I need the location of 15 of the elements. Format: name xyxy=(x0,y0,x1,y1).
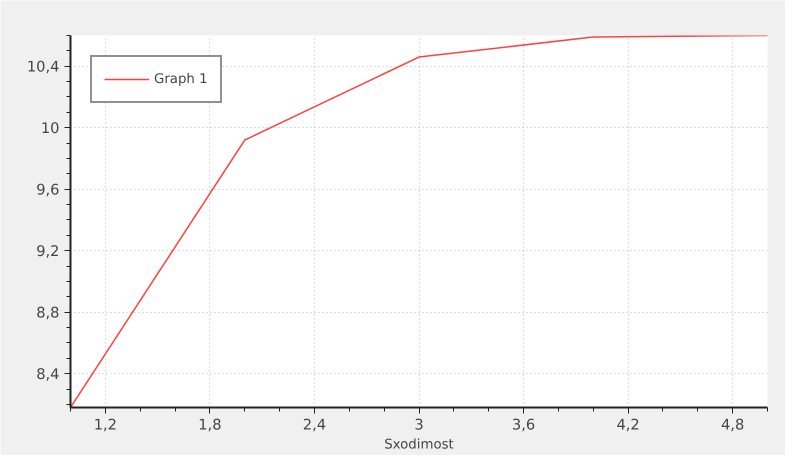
y-tick-label: 9,6 xyxy=(36,182,60,199)
x-tick-label: 1,8 xyxy=(198,416,222,434)
y-tick-label: 10,4 xyxy=(26,58,60,76)
x-axis-title: Sxodimost xyxy=(384,438,454,452)
x-tick-label: 3 xyxy=(414,416,424,434)
x-tick-label: 1,2 xyxy=(94,416,118,434)
y-tick-label: 8,8 xyxy=(36,304,60,322)
y-tick-label: 10 xyxy=(40,120,60,138)
y-tick-label: 9,2 xyxy=(36,243,60,260)
x-tick-label: 3,6 xyxy=(512,416,536,434)
x-tick-label: 4,2 xyxy=(616,416,640,434)
x-tick-label: 4,8 xyxy=(720,416,744,434)
x-tick-label: 2,4 xyxy=(302,416,326,434)
y-tick-label: 8,4 xyxy=(36,366,60,384)
legend-label: Graph 1 xyxy=(154,72,208,86)
